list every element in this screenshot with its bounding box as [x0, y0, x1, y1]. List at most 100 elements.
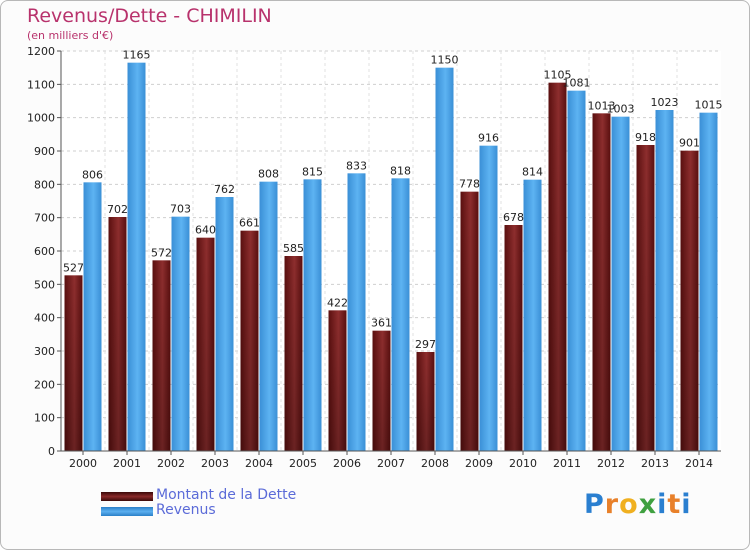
bar-dette-shade [592, 113, 611, 451]
x-tick-label: 2009 [465, 457, 493, 470]
y-tick-label: 100 [34, 412, 55, 425]
logo-letter: o [619, 489, 639, 520]
bar-dette-shade [416, 352, 435, 451]
bar-dette-shade [636, 145, 655, 451]
data-label-revenus: 815 [302, 165, 323, 178]
logo-letter: t [667, 489, 682, 520]
x-tick-label: 2001 [113, 457, 141, 470]
y-tick-label: 1200 [27, 45, 55, 58]
bar-dette-shade [284, 256, 303, 451]
y-tick-label: 800 [34, 178, 55, 191]
data-label-dette: 1013 [588, 99, 616, 112]
legend-label-revenus: Revenus [156, 502, 216, 518]
data-label-revenus: 916 [478, 132, 499, 145]
y-tick-label: 300 [34, 345, 55, 358]
data-label-revenus: 703 [170, 203, 191, 216]
bar-dette-shade [372, 330, 391, 451]
logo-letter: r [604, 489, 620, 520]
bar-revenus [611, 116, 630, 452]
bar-dette-shade [548, 82, 567, 452]
bar-revenus [699, 112, 718, 452]
data-label-dette: 585 [283, 242, 304, 255]
data-label-revenus: 1150 [431, 54, 459, 67]
data-label-dette: 422 [327, 296, 348, 309]
x-tick-label: 2007 [377, 457, 405, 470]
y-tick-label: 400 [34, 312, 55, 325]
proxiti-logo: Proxiti [584, 489, 692, 520]
data-label-revenus: 818 [390, 164, 411, 177]
bar-revenus [303, 179, 322, 452]
data-label-dette: 361 [371, 317, 392, 330]
bar-dette-shade [64, 275, 83, 451]
logo-letter: x [638, 489, 658, 520]
grid-lines [61, 50, 721, 452]
chart-subtitle: (en milliers d'€) [27, 29, 114, 42]
data-label-dette: 572 [151, 246, 172, 259]
data-label-revenus: 1081 [563, 77, 591, 90]
x-tick-label: 2008 [421, 457, 449, 470]
y-tick-label: 0 [48, 445, 55, 458]
data-label-revenus: 806 [82, 168, 103, 181]
y-tick-label: 700 [34, 212, 55, 225]
bar-revenus [523, 179, 542, 451]
bar-dette-shade [108, 217, 127, 451]
bar-revenus [479, 145, 498, 451]
x-tick-label: 2012 [597, 457, 625, 470]
data-label-dette: 702 [107, 203, 128, 216]
data-labels: 527 806 702 1165 572 703 640 762 661 808 585 815 422… [63, 49, 723, 351]
logo-letter: i [657, 489, 668, 520]
y-tick-label: 900 [34, 145, 55, 158]
y-tick-label: 600 [34, 245, 55, 258]
bar-revenus [567, 90, 586, 452]
data-label-dette: 918 [635, 131, 656, 144]
data-label-dette: 778 [459, 178, 480, 191]
data-label-revenus: 808 [258, 168, 279, 181]
legend-swatch-dette [101, 492, 153, 501]
data-label-dette: 297 [415, 338, 436, 351]
bar-revenus [655, 110, 674, 451]
bar-revenus [259, 181, 278, 451]
data-label-revenus: 1023 [651, 96, 679, 109]
data-label-revenus: 1165 [123, 49, 151, 62]
x-tick-label: 2013 [641, 457, 669, 470]
bar-dette-shade [680, 150, 699, 451]
bar-revenus [83, 182, 102, 452]
data-label-dette: 527 [63, 261, 84, 274]
x-tick-label: 2000 [69, 457, 97, 470]
bar-dette-shade [240, 230, 259, 451]
x-tick-label: 2004 [245, 457, 273, 470]
bars [64, 62, 718, 452]
logo-letter: P [584, 489, 605, 520]
chart-title: Revenus/Dette - CHIMILIN [27, 5, 272, 27]
bar-dette-shade [504, 225, 523, 451]
x-tick-label: 2005 [289, 457, 317, 470]
y-tick-label: 500 [34, 278, 55, 291]
y-tick-label: 200 [34, 378, 55, 391]
data-label-revenus: 833 [346, 159, 367, 172]
data-label-dette: 901 [679, 137, 700, 150]
data-label-dette: 678 [503, 211, 524, 224]
bar-revenus [171, 216, 190, 451]
data-label-dette: 640 [195, 224, 216, 237]
x-tick-label: 2002 [157, 457, 185, 470]
axes: 0 100 200 300 400 500 600 700 800 900 1000 1100 1200… [27, 45, 721, 470]
bar-revenus [391, 178, 410, 452]
bar-dette-shade [328, 310, 347, 451]
legend-label-dette: Montant de la Dette [156, 487, 297, 503]
x-tick-label: 2014 [685, 457, 713, 470]
bar-revenus [127, 62, 146, 452]
bar-dette-shade [152, 260, 171, 451]
y-tick-label: 1000 [27, 112, 55, 125]
bar-revenus [215, 197, 234, 451]
data-label-revenus: 762 [214, 183, 235, 196]
data-label-dette: 661 [239, 217, 260, 230]
data-label-dette: 1105 [544, 69, 572, 82]
data-label-revenus: 1003 [607, 103, 635, 116]
logo-letter: i [681, 489, 692, 520]
x-tick-label: 2010 [509, 457, 537, 470]
bar-dette-shade [196, 237, 215, 451]
y-tick-label: 1100 [27, 78, 55, 91]
x-tick-label: 2006 [333, 457, 361, 470]
